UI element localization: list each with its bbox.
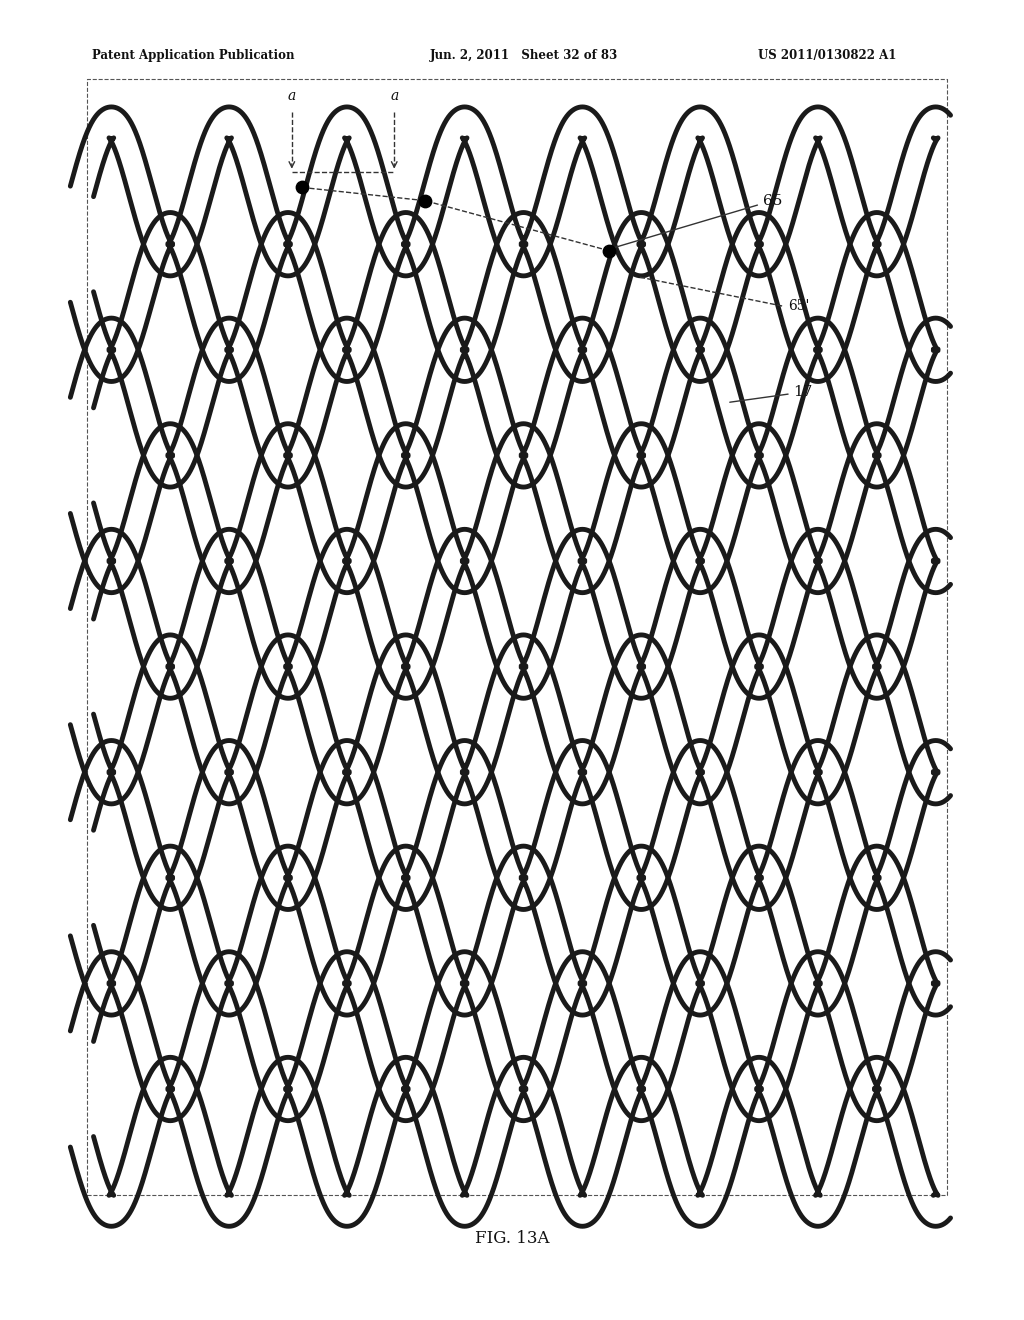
Text: US 2011/0130822 A1: US 2011/0130822 A1 (758, 49, 896, 62)
Text: 65': 65' (788, 300, 810, 313)
Point (294, 177, 310, 198)
Text: Jun. 2, 2011   Sheet 32 of 83: Jun. 2, 2011 Sheet 32 of 83 (430, 49, 618, 62)
Text: 65: 65 (615, 194, 782, 247)
Point (601, 240, 617, 261)
Text: 17: 17 (730, 385, 813, 403)
Text: FIG. 13A: FIG. 13A (475, 1230, 549, 1246)
Text: a: a (390, 88, 398, 103)
Text: Patent Application Publication: Patent Application Publication (92, 49, 295, 62)
Point (417, 190, 433, 211)
Text: a: a (288, 88, 296, 103)
